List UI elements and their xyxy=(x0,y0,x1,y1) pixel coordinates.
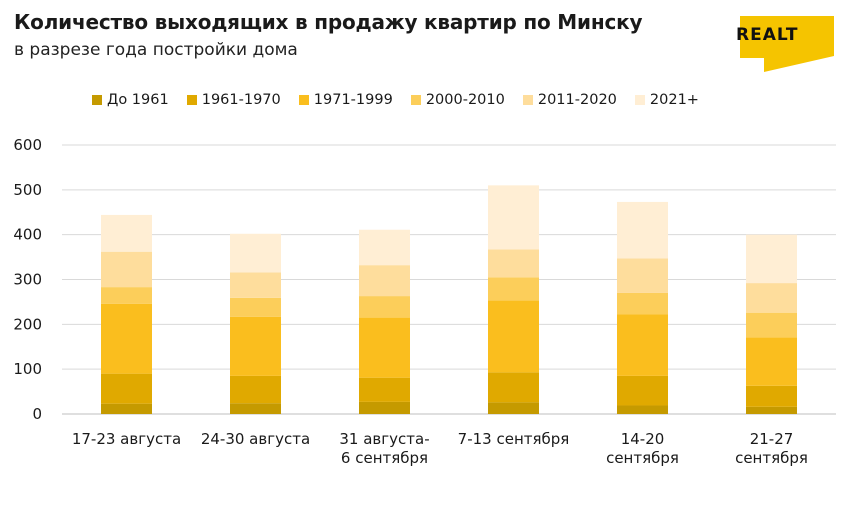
x-tick-label: 21-27 xyxy=(750,430,794,448)
legend-label: 2011-2020 xyxy=(537,92,617,108)
legend-item: 2011-2020 xyxy=(522,92,617,108)
bar-segment xyxy=(488,300,539,373)
legend-label: До 1961 xyxy=(107,92,169,108)
legend-swatch xyxy=(522,95,533,105)
bar-segment xyxy=(746,337,797,386)
bar-segment xyxy=(101,303,152,374)
x-tick-label: сентября xyxy=(735,449,808,467)
x-tick-label: 14-20 xyxy=(621,430,665,448)
chart-subtitle: в разрезе года постройки дома xyxy=(14,40,298,60)
y-tick-label: 500 xyxy=(13,181,42,199)
y-tick-label: 400 xyxy=(13,226,42,244)
legend-item: 1961-1970 xyxy=(186,92,281,108)
bar-segment xyxy=(101,287,152,304)
bar-segment xyxy=(359,401,410,414)
bar-segment xyxy=(617,201,668,259)
bar-segment xyxy=(488,402,539,414)
bar-segment xyxy=(359,296,410,318)
bar-segment xyxy=(101,214,152,252)
y-tick-label: 100 xyxy=(13,360,42,378)
bar-segment xyxy=(230,297,281,317)
bar-segment xyxy=(230,272,281,298)
bar-segment xyxy=(359,317,410,378)
x-tick-label: 7-13 сентября xyxy=(458,430,570,448)
bar-segment xyxy=(359,377,410,402)
bar-segment xyxy=(230,403,281,414)
realt-logo: REALT xyxy=(736,16,834,72)
y-tick-label: 0 xyxy=(32,405,42,423)
bar-segment xyxy=(746,406,797,414)
bar-segment xyxy=(746,234,797,284)
bar-segment xyxy=(230,233,281,273)
bar-segment xyxy=(101,251,152,288)
bar-segment xyxy=(230,375,281,404)
y-tick-label: 300 xyxy=(13,271,42,289)
legend-item: До 1961 xyxy=(92,92,169,108)
bar-segment xyxy=(101,373,152,404)
bar-segment xyxy=(746,385,797,407)
bar-segment xyxy=(359,265,410,297)
bar-segment xyxy=(617,258,668,293)
x-tick-label: 24-30 августа xyxy=(201,430,310,448)
chart-legend: До 1961 1961-1970 1971-1999 2000-2010 2011-2… xyxy=(92,92,717,108)
bar-segment xyxy=(617,375,668,406)
bar-segment xyxy=(488,249,539,278)
legend-swatch xyxy=(298,95,309,105)
x-tick-label: 31 августа- xyxy=(339,430,429,448)
bar-segment xyxy=(101,403,152,414)
legend-swatch xyxy=(92,95,102,105)
legend-item: 2000-2010 xyxy=(410,92,505,108)
x-tick-label: 6 сентября xyxy=(341,449,428,467)
bar-segment xyxy=(488,277,539,301)
legend-label: 1971-1999 xyxy=(313,92,393,108)
legend-label: 2000-2010 xyxy=(425,92,505,108)
legend-item: 1971-1999 xyxy=(298,92,393,108)
chart-title: Количество выходящих в продажу квартир п… xyxy=(14,10,643,34)
bar-segment xyxy=(617,292,668,315)
stacked-bar-chart: 0 100 200 300 400 500 600 17-23 августа 24-30 ав… xyxy=(13,136,836,467)
bar-segment xyxy=(617,314,668,376)
bar-segment xyxy=(617,405,668,414)
legend-label: 1961-1970 xyxy=(201,92,281,108)
x-tick-label: сентября xyxy=(606,449,679,467)
bar-segment xyxy=(746,312,797,338)
bar-segment xyxy=(746,283,797,313)
y-tick-label: 600 xyxy=(13,136,42,154)
legend-swatch xyxy=(410,95,421,105)
svg-text:REALT: REALT xyxy=(736,25,798,45)
legend-swatch xyxy=(186,95,197,105)
bar-segment xyxy=(230,316,281,376)
legend-label: 2021+ xyxy=(649,92,699,108)
y-tick-label: 200 xyxy=(13,315,42,333)
legend-item: 2021+ xyxy=(634,92,699,108)
bar-segment xyxy=(488,372,539,403)
bar-segment xyxy=(488,185,539,250)
x-tick-label: 17-23 августа xyxy=(72,430,181,448)
bar-segment xyxy=(359,229,410,266)
legend-swatch xyxy=(634,95,645,105)
